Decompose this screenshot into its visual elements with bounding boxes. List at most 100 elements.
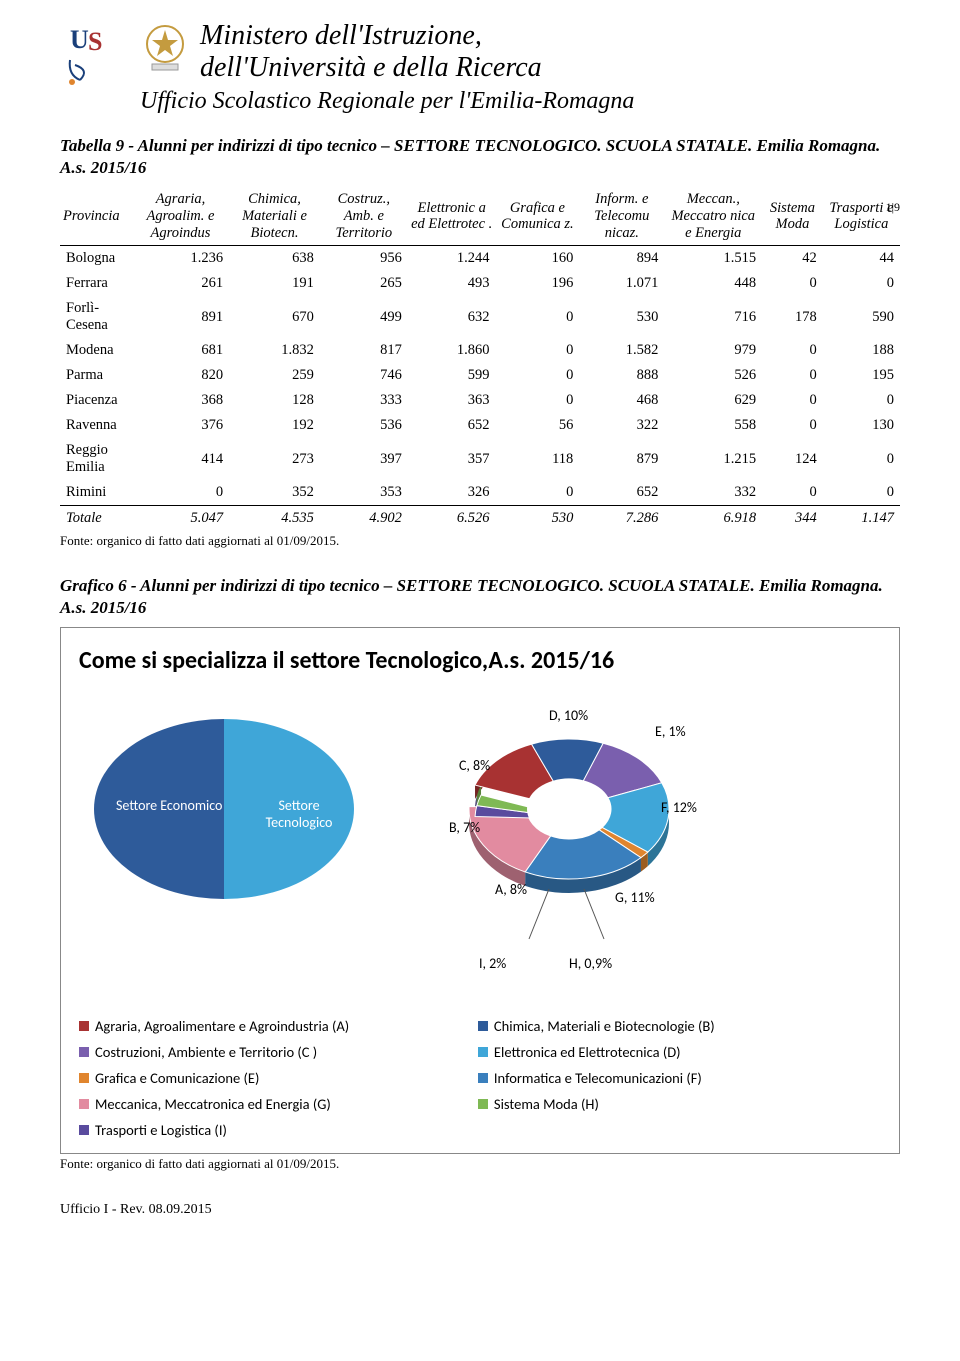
legend-swatch (478, 1047, 488, 1057)
table-row: Parma82025974659908885260195 (60, 363, 900, 388)
col-header: Inform. e Telecomu nicaz. (579, 187, 664, 246)
table-cell: 273 (229, 438, 320, 480)
table-cell: 530 (496, 506, 580, 532)
table-cell: 0 (496, 388, 580, 413)
table-cell: 352 (229, 480, 320, 506)
legend-swatch (79, 1073, 89, 1083)
table-row: Piacenza368128333363046862900 (60, 388, 900, 413)
table-row: Ravenna376192536652563225580130 (60, 413, 900, 438)
table-row: Modena6811.8328171.86001.5829790188 (60, 338, 900, 363)
table-cell: Totale (60, 506, 132, 532)
table-cell: Rimini (60, 480, 132, 506)
donut-slice-label: D, 10% (549, 707, 588, 724)
table-cell: 414 (132, 438, 229, 480)
table-cell: Bologna (60, 246, 132, 272)
col-header: Sistema Moda (762, 187, 823, 246)
document-header: U S Ministero dell'Istruzione, dell'Univ… (60, 20, 900, 115)
table-cell: 130 (823, 413, 900, 438)
table-cell: 265 (320, 271, 408, 296)
table-cell: 499 (320, 296, 408, 338)
donut-slice-label: A, 8% (495, 881, 527, 898)
table-cell: 891 (132, 296, 229, 338)
legend-swatch (79, 1047, 89, 1057)
table-cell: Forlì-Cesena (60, 296, 132, 338)
legend-item: Agraria, Agroalimentare e Agroindustria … (79, 1017, 448, 1035)
table-row: Reggio Emilia4142733973571188791.2151240 (60, 438, 900, 480)
table-cell: Piacenza (60, 388, 132, 413)
table-cell: 376 (132, 413, 229, 438)
table-cell: 5.047 (132, 506, 229, 532)
table-cell: 56 (496, 413, 580, 438)
legend-label: Chimica, Materiali e Biotecnologie (B) (494, 1017, 715, 1035)
callout-I: I, 2% (479, 955, 506, 972)
legend-item: Meccanica, Meccatronica ed Energia (G) (79, 1095, 448, 1113)
legend-label: Elettronica ed Elettrotecnica (D) (494, 1043, 681, 1061)
chart-container: Come si specializza il settore Tecnologi… (60, 627, 900, 1154)
table-cell: 448 (664, 271, 762, 296)
table-cell: 888 (579, 363, 664, 388)
legend-label: Costruzioni, Ambiente e Territorio (C ) (95, 1043, 317, 1061)
table-cell: 1.582 (579, 338, 664, 363)
table-cell: 397 (320, 438, 408, 480)
table-cell: Parma (60, 363, 132, 388)
table-cell: 879 (579, 438, 664, 480)
table-cell: 493 (408, 271, 496, 296)
table-cell: 590 (823, 296, 900, 338)
table-cell: 363 (408, 388, 496, 413)
table-cell: 536 (320, 413, 408, 438)
table-cell: 7.286 (579, 506, 664, 532)
table-cell: 259 (229, 363, 320, 388)
table-row: Forlì-Cesena8916704996320530716178590 (60, 296, 900, 338)
table-cell: 1.071 (579, 271, 664, 296)
page-number: 1|9 (886, 200, 900, 215)
col-header: Trasporti e Logistica (823, 187, 900, 246)
table-cell: 670 (229, 296, 320, 338)
legend-item: Costruzioni, Ambiente e Territorio (C ) (79, 1043, 448, 1061)
table-cell: 526 (664, 363, 762, 388)
col-header: Meccan., Meccatro nica e Energia (664, 187, 762, 246)
table-cell: Ravenna (60, 413, 132, 438)
table-row: Rimini0352353326065233200 (60, 480, 900, 506)
table-cell: 1.147 (823, 506, 900, 532)
table-cell: 332 (664, 480, 762, 506)
table-cell: 1.236 (132, 246, 229, 272)
logo-republic-icon (140, 20, 190, 75)
table-cell: 681 (132, 338, 229, 363)
table-cell: 195 (823, 363, 900, 388)
table-cell: 0 (496, 363, 580, 388)
table-cell: 0 (496, 296, 580, 338)
table-cell: 0 (823, 388, 900, 413)
col-header: Provincia (60, 187, 132, 246)
ufficio-line: Ufficio Scolastico Regionale per l'Emili… (140, 88, 634, 115)
legend-swatch (478, 1073, 488, 1083)
svg-text:S: S (88, 27, 102, 56)
table-cell: 1.832 (229, 338, 320, 363)
table-cell: 0 (762, 271, 823, 296)
legend-swatch (79, 1099, 89, 1109)
chart-source: Fonte: organico di fatto dati aggiornati… (60, 1156, 900, 1172)
table-cell: 820 (132, 363, 229, 388)
legend-swatch (79, 1021, 89, 1031)
legend-label: Informatica e Telecomunicazioni (F) (494, 1069, 702, 1087)
table-cell: 0 (496, 338, 580, 363)
left-pie-label-1: Settore Tecnologico (244, 797, 354, 831)
ministry-line1: Ministero dell'Istruzione, (200, 20, 542, 52)
table-cell: 0 (132, 480, 229, 506)
table-cell: 322 (579, 413, 664, 438)
table-cell: 0 (496, 480, 580, 506)
table-cell: Modena (60, 338, 132, 363)
svg-text:U: U (70, 25, 89, 54)
donut-slice-label: G, 11% (615, 889, 655, 906)
table-cell: 652 (408, 413, 496, 438)
legend-swatch (478, 1099, 488, 1109)
table-cell: 196 (496, 271, 580, 296)
table-cell: Ferrara (60, 271, 132, 296)
table-row: Bologna1.2366389561.2441608941.5154244 (60, 246, 900, 272)
table-cell: 0 (762, 363, 823, 388)
ministry-line2: dell'Università e della Ricerca (200, 52, 542, 84)
legend-item: Elettronica ed Elettrotecnica (D) (478, 1043, 847, 1061)
table-cell: 638 (229, 246, 320, 272)
donut-slice-label: E, 1% (655, 723, 686, 740)
table-cell: 746 (320, 363, 408, 388)
donut-chart: A, 8%B, 7%C, 8%D, 10%E, 1%F, 12%G, 11% (409, 689, 729, 949)
